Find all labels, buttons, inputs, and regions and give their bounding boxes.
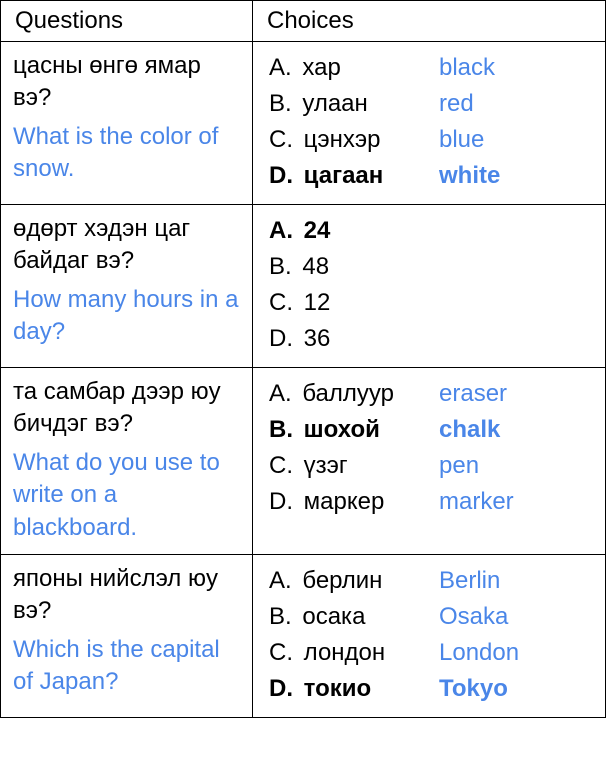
choice-translation: London (439, 635, 519, 671)
question-native: японы нийслэл юу вэ? (13, 563, 242, 628)
choice-item: C. үзэг pen (269, 448, 595, 484)
choice-letter: D. (269, 162, 293, 189)
choice-translation: blue (439, 122, 484, 158)
choice-item: C. цэнхэр blue (269, 122, 595, 158)
question-native: цасны өнгө ямар вэ? (13, 50, 242, 115)
question-native: өдөрт хэдэн цаг байдаг вэ? (13, 213, 242, 278)
choice-letter: B. (269, 253, 292, 280)
choice-item: D. 36 (269, 321, 595, 357)
choice-text: цэнхэр (304, 126, 381, 153)
choice-letter: A. (269, 217, 293, 244)
choice-letter: B. (269, 90, 292, 117)
choice-translation: marker (439, 484, 514, 520)
choice-letter: B. (269, 416, 293, 443)
choice-text: лондон (304, 639, 385, 666)
question-cell: цасны өнгө ямар вэ? What is the color of… (1, 42, 253, 204)
question-cell: та самбар дээр юу бичдэг вэ? What do you… (1, 368, 253, 554)
choice-text: 48 (302, 253, 329, 280)
choice-item: A. берлин Berlin (269, 563, 595, 599)
choice-item: C. лондон London (269, 635, 595, 671)
choice-item: B. осака Osaka (269, 599, 595, 635)
choice-letter: C. (269, 289, 293, 316)
choice-text: улаан (302, 90, 367, 117)
choice-text: берлин (302, 567, 382, 594)
question-cell: японы нийслэл юу вэ? Which is the capita… (1, 555, 253, 717)
choice-translation: black (439, 50, 495, 86)
choice-letter: D. (269, 325, 293, 352)
choice-letter: D. (269, 675, 293, 702)
question-native: та самбар дээр юу бичдэг вэ? (13, 376, 242, 441)
table-row: өдөрт хэдэн цаг байдаг вэ? How many hour… (0, 205, 606, 368)
choice-text: осака (302, 603, 365, 630)
choice-text: 36 (304, 325, 331, 352)
choice-item: A. хар black (269, 50, 595, 86)
choice-text: цагаан (304, 162, 384, 189)
choice-text: маркер (304, 488, 385, 515)
choice-item: B. 48 (269, 249, 595, 285)
choice-letter: A. (269, 54, 292, 81)
choice-text: 24 (304, 217, 331, 244)
choice-translation: chalk (439, 412, 500, 448)
table-row: японы нийслэл юу вэ? Which is the capita… (0, 555, 606, 718)
choice-letter: A. (269, 567, 292, 594)
choice-letter: C. (269, 639, 293, 666)
choice-letter: B. (269, 603, 292, 630)
choice-text: 12 (304, 289, 331, 316)
quiz-table: Questions Choices цасны өнгө ямар вэ? Wh… (0, 0, 606, 718)
choice-text: токио (304, 675, 372, 702)
header-choices: Choices (253, 1, 605, 41)
choices-cell: A. хар black B. улаан red C. цэнхэр blue… (253, 42, 605, 204)
question-cell: өдөрт хэдэн цаг байдаг вэ? How many hour… (1, 205, 253, 367)
choice-item: D. токио Tokyo (269, 671, 595, 707)
choice-letter: C. (269, 126, 293, 153)
header-row: Questions Choices (0, 0, 606, 42)
choice-text: хар (302, 54, 340, 81)
choice-item: D. маркер marker (269, 484, 595, 520)
choice-item: A. 24 (269, 213, 595, 249)
choice-item: D. цагаан white (269, 158, 595, 194)
choice-item: A. баллуур eraser (269, 376, 595, 412)
choice-item: B. улаан red (269, 86, 595, 122)
choice-text: үзэг (304, 452, 348, 479)
choices-cell: A. 24 B. 48 C. 12 D. 36 (253, 205, 605, 367)
choice-text: баллуур (302, 380, 394, 407)
table-row: цасны өнгө ямар вэ? What is the color of… (0, 42, 606, 205)
choice-translation: Berlin (439, 563, 500, 599)
choice-translation: Tokyo (439, 671, 508, 707)
choice-translation: pen (439, 448, 479, 484)
header-questions: Questions (1, 1, 253, 41)
question-translation: How many hours in a day? (13, 284, 242, 349)
choice-translation: white (439, 158, 500, 194)
choice-translation: eraser (439, 376, 507, 412)
choices-cell: A. баллуур eraser B. шохой chalk C. үзэг… (253, 368, 605, 554)
choice-letter: A. (269, 380, 292, 407)
choice-item: B. шохой chalk (269, 412, 595, 448)
choice-item: C. 12 (269, 285, 595, 321)
question-translation: What do you use to write on a blackboard… (13, 447, 242, 544)
choice-translation: Osaka (439, 599, 508, 635)
choices-cell: A. берлин Berlin B. осака Osaka C. лондо… (253, 555, 605, 717)
question-translation: Which is the capital of Japan? (13, 634, 242, 699)
choice-letter: D. (269, 488, 293, 515)
question-translation: What is the color of snow. (13, 121, 242, 186)
choice-letter: C. (269, 452, 293, 479)
choice-text: шохой (304, 416, 380, 443)
choice-translation: red (439, 86, 474, 122)
table-row: та самбар дээр юу бичдэг вэ? What do you… (0, 368, 606, 555)
